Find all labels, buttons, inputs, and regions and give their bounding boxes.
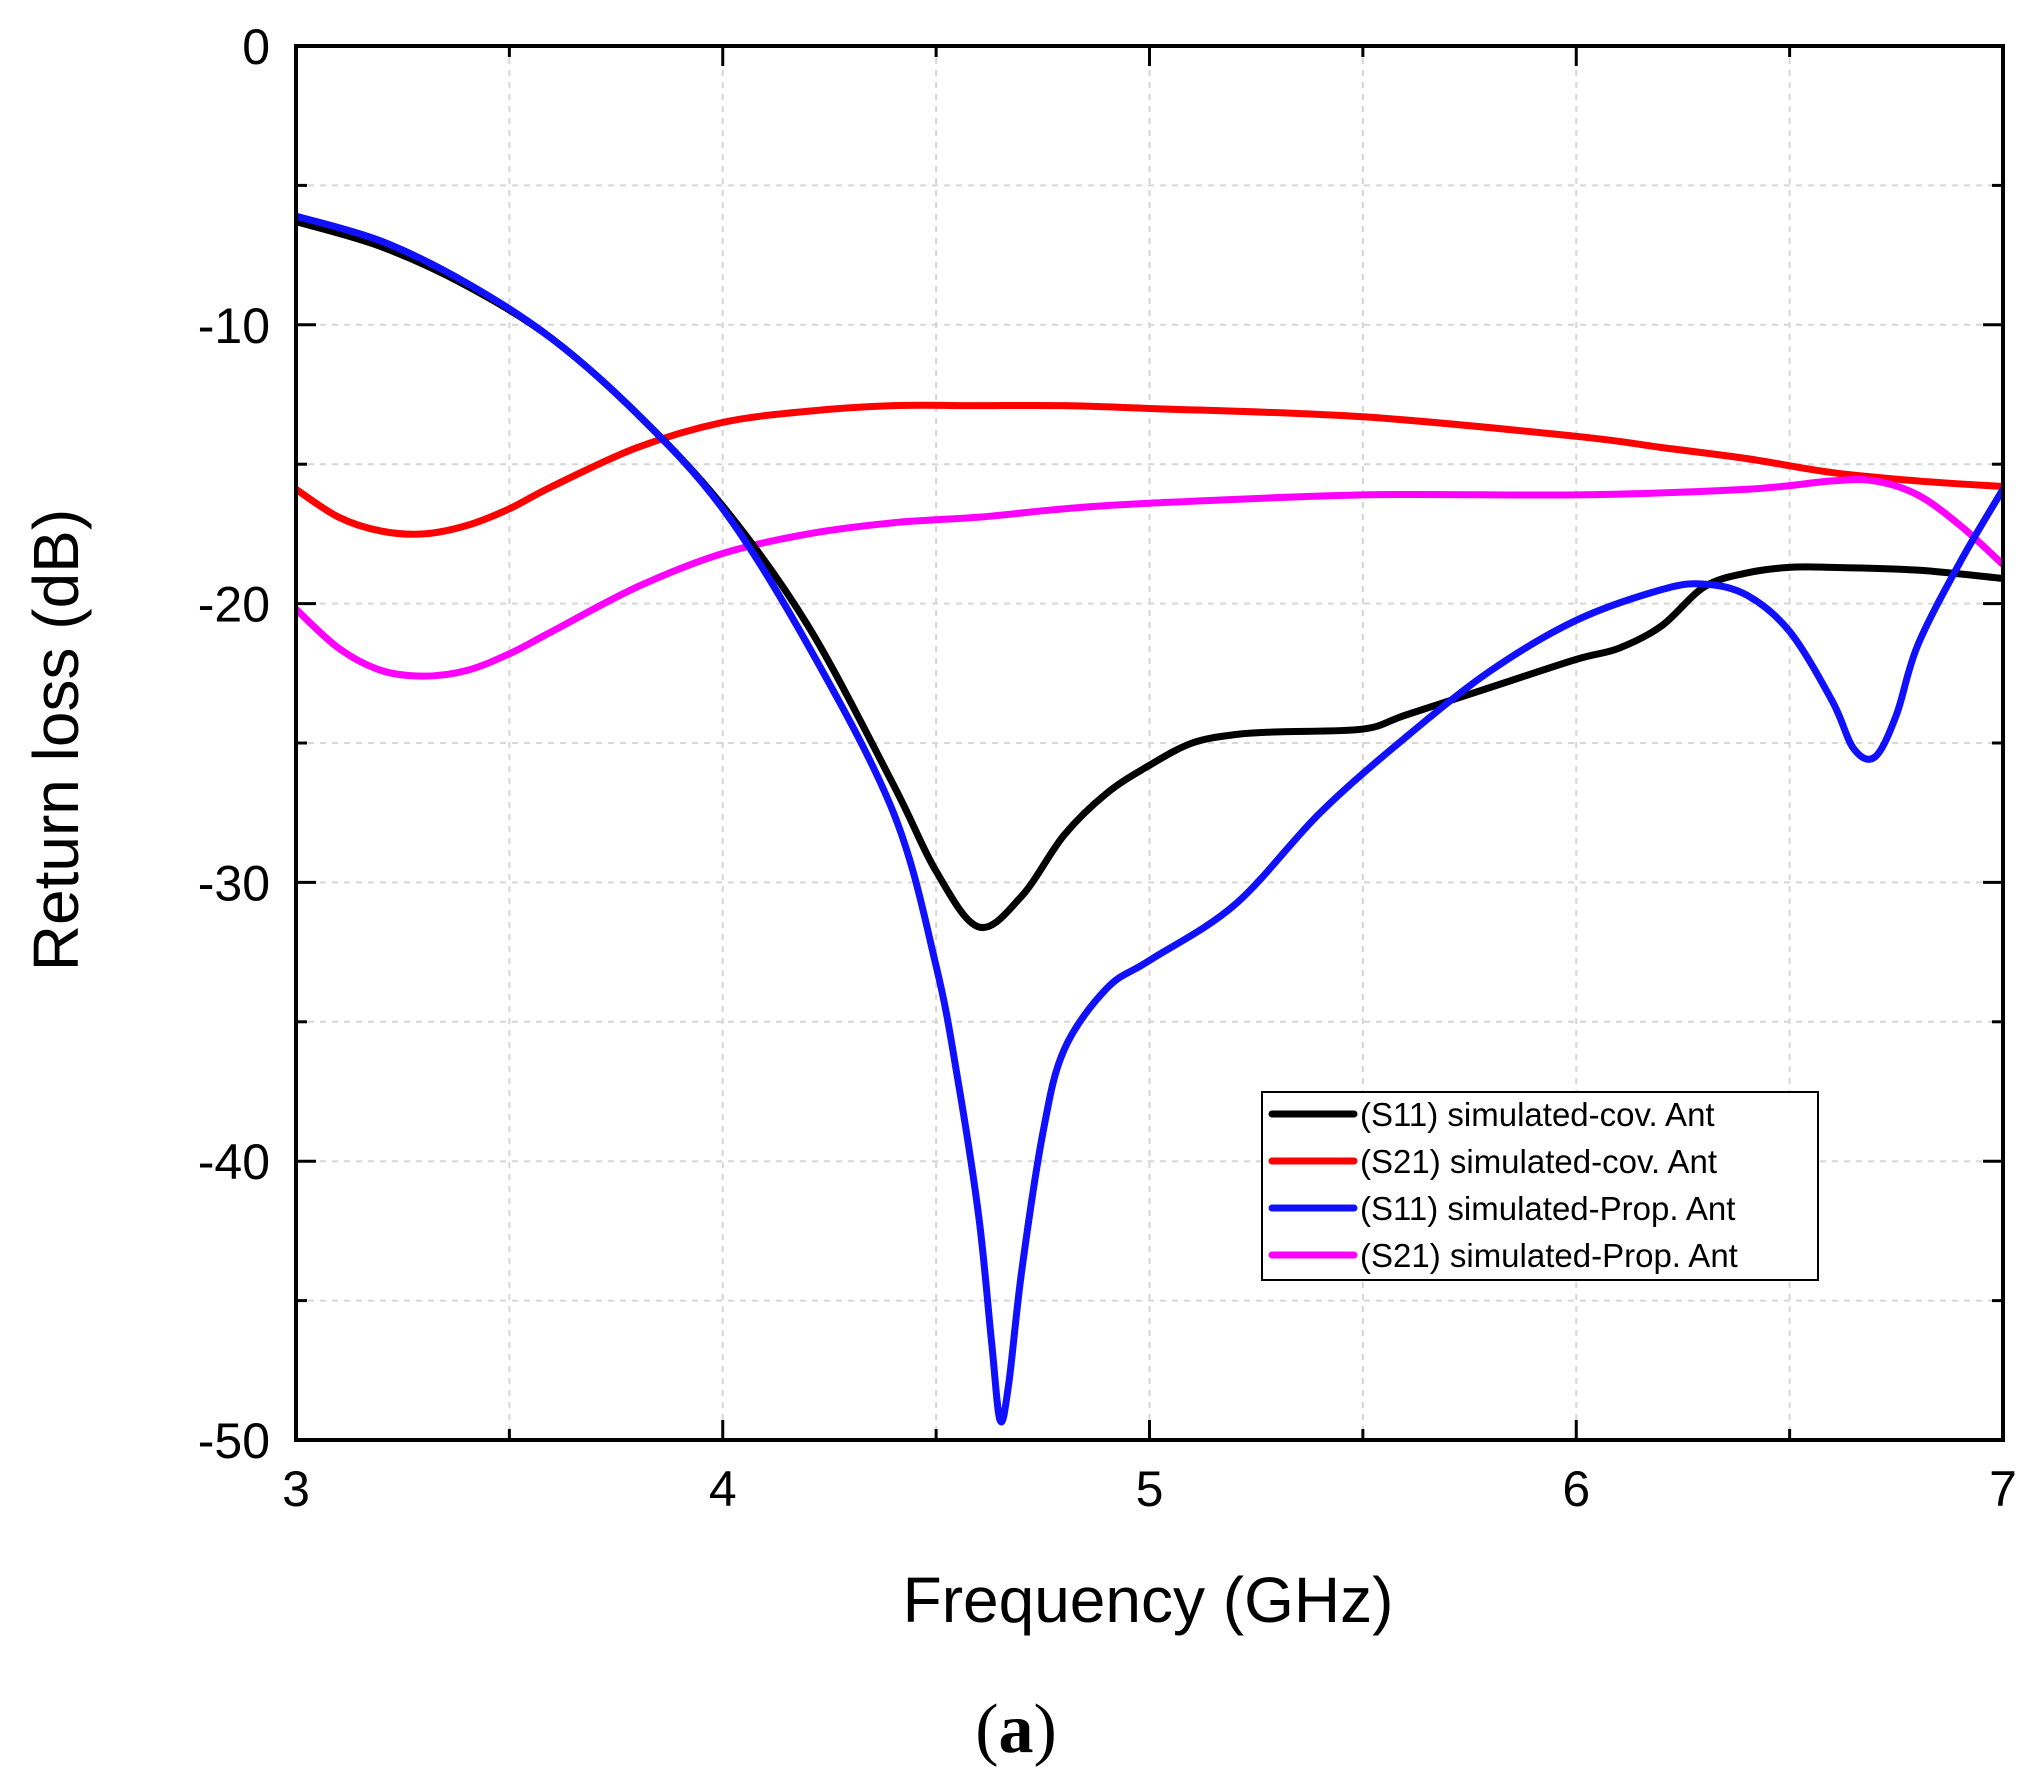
legend-label: (S11) simulated-Prop. Ant bbox=[1360, 1190, 1735, 1227]
y-tick-label: -20 bbox=[198, 577, 270, 633]
series-line-3 bbox=[296, 212, 2003, 1426]
series-lines bbox=[296, 212, 2003, 1426]
series-line-4 bbox=[296, 476, 2003, 680]
legend-box bbox=[1261, 1091, 1819, 1281]
grid-lines bbox=[296, 46, 2003, 1440]
legend-label: (S11) simulated-cov. Ant bbox=[1360, 1096, 1715, 1133]
y-tick-label: -10 bbox=[198, 298, 270, 354]
y-tick-label: -30 bbox=[198, 855, 270, 911]
y-axis-title: Return loss (dB) bbox=[20, 509, 92, 971]
caption-open-paren: ( bbox=[975, 1691, 998, 1768]
legend-label: (S21) simulated-Prop. Ant bbox=[1360, 1237, 1738, 1274]
y-tick-labels: 0 -10 -20 -30 -40 -50 bbox=[198, 19, 270, 1469]
x-tick-label: 6 bbox=[1562, 1461, 1590, 1517]
y-tick-label: -50 bbox=[198, 1413, 270, 1469]
caption-close-paren: ) bbox=[1034, 1691, 1057, 1768]
x-axis-title: Frequency (GHz) bbox=[903, 1564, 1394, 1636]
x-tick-label: 5 bbox=[1136, 1461, 1164, 1517]
x-tick-label: 3 bbox=[282, 1461, 310, 1517]
axis-ticks bbox=[294, 44, 2005, 1442]
y-tick-label: -40 bbox=[198, 1134, 270, 1190]
y-tick-label: 0 bbox=[242, 19, 270, 75]
legend-entries: (S11) simulated-cov. Ant (S21) simulated-… bbox=[1268, 1096, 1738, 1274]
x-tick-label: 7 bbox=[1989, 1461, 2017, 1517]
legend: (S11) simulated-cov. Ant (S21) simulated-… bbox=[1261, 1091, 1819, 1281]
figure-caption: (a) bbox=[975, 1691, 1057, 1768]
series-line-2 bbox=[296, 401, 2003, 538]
caption-letter: a bbox=[999, 1691, 1034, 1768]
x-tick-label: 4 bbox=[709, 1461, 737, 1517]
legend-label: (S21) simulated-cov. Ant bbox=[1360, 1143, 1717, 1180]
x-tick-labels: 3 4 5 6 7 bbox=[282, 1461, 2017, 1517]
